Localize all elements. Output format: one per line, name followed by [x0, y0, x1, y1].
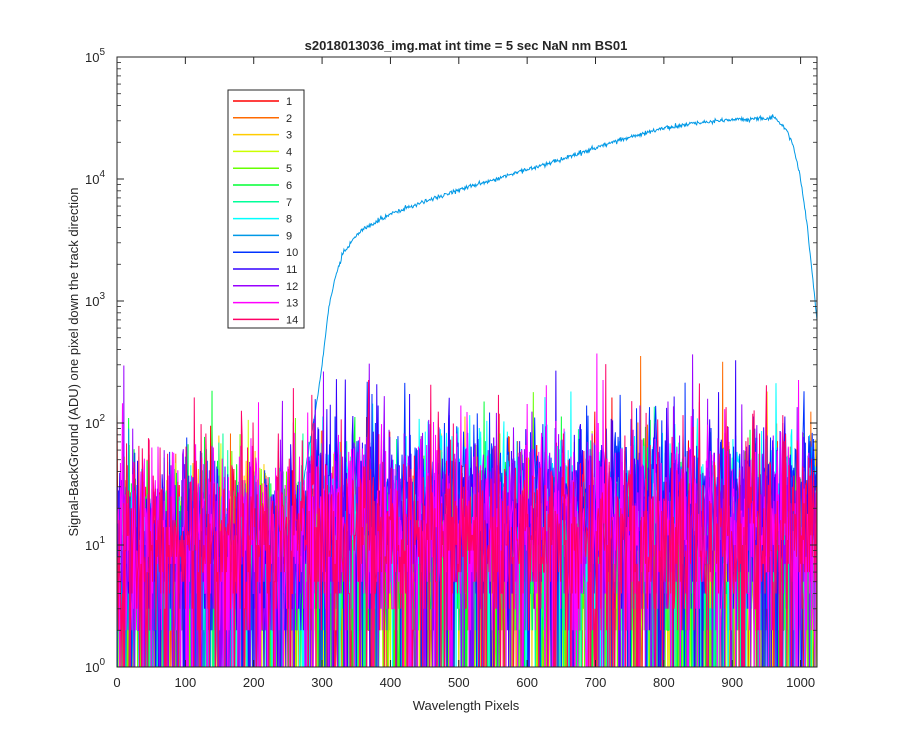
x-tick-label: 800 [653, 675, 675, 690]
x-axis-label: Wavelength Pixels [413, 698, 520, 713]
x-tick-label: 400 [380, 675, 402, 690]
legend-label-6: 6 [286, 180, 292, 192]
series-layer [117, 114, 817, 667]
x-tick-label: 500 [448, 675, 470, 690]
legend-label-14: 14 [286, 314, 298, 326]
legend-label-8: 8 [286, 214, 292, 226]
x-tick-label: 600 [516, 675, 538, 690]
legend-label-5: 5 [286, 163, 292, 175]
legend-label-7: 7 [286, 197, 292, 209]
series-line-13 [117, 353, 817, 667]
x-tick-label: 200 [243, 675, 265, 690]
x-tick-label: 0 [113, 675, 120, 690]
legend-label-4: 4 [286, 146, 292, 158]
series-line-14 [117, 364, 817, 667]
legend-label-9: 9 [286, 230, 292, 242]
x-tick-label: 700 [585, 675, 607, 690]
y-axis-label: Signal-BackGround (ADU) one pixel down t… [66, 187, 81, 536]
chart-title: s2018013036_img.mat int time = 5 sec NaN… [305, 38, 628, 53]
legend-label-1: 1 [286, 96, 292, 108]
x-tick-label: 100 [175, 675, 197, 690]
legend-label-10: 10 [286, 247, 298, 259]
x-tick-label: 900 [721, 675, 743, 690]
legend-label-3: 3 [286, 130, 292, 142]
legend-label-12: 12 [286, 281, 298, 293]
x-tick-label: 1000 [786, 675, 815, 690]
legend-label-2: 2 [286, 113, 292, 125]
x-tick-label: 300 [311, 675, 333, 690]
legend-box [227, 89, 305, 329]
plot-area [116, 56, 818, 668]
legend-label-11: 11 [286, 264, 297, 276]
axes-box [116, 56, 818, 668]
legend-label-13: 13 [286, 298, 298, 310]
